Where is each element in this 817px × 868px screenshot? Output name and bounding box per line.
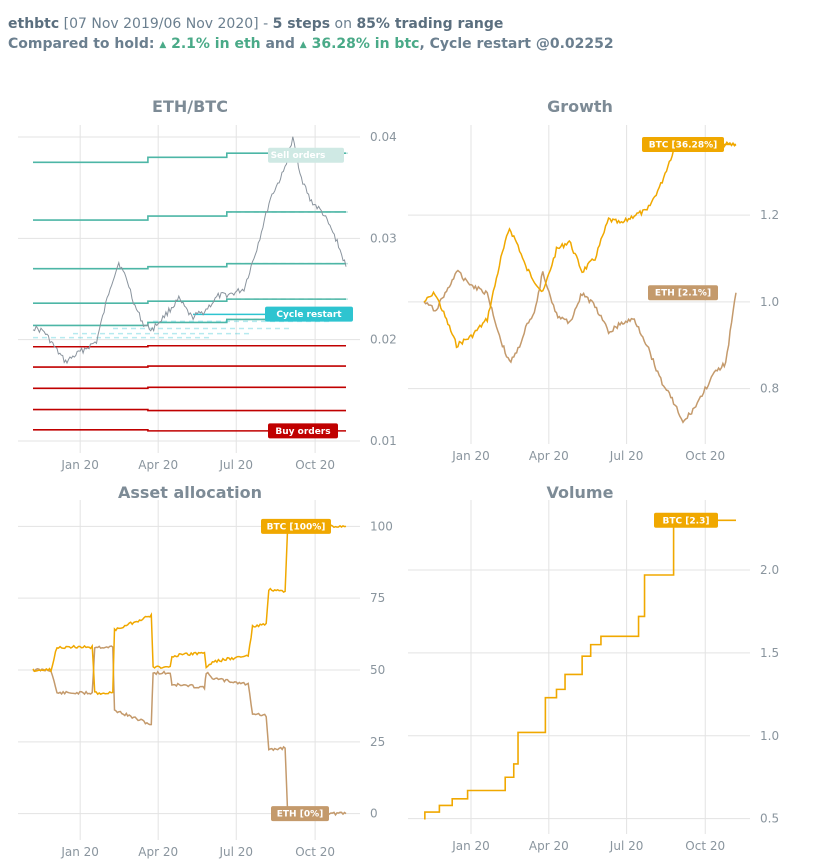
- buy-level-line: [33, 429, 346, 432]
- btc-growth-tag-bg: [642, 136, 724, 152]
- btc-gain: 36.28% in btc: [311, 36, 420, 52]
- y-tick-label: 0.01: [370, 434, 397, 448]
- up-arrow-icon: ▲: [299, 40, 307, 50]
- sell-orders-tag-bg: [268, 147, 344, 163]
- header-line-1: ethbtc [07 Nov 2019/06 Nov 2020] - 5 ste…: [8, 16, 503, 32]
- eth-allocation-tag-bg: [271, 806, 329, 822]
- y-tick-label: 1.0: [760, 729, 779, 743]
- chart-title-ethbtc: ETH/BTC: [152, 97, 228, 116]
- buy-level-line: [33, 386, 346, 390]
- chart-title-volume: Volume: [546, 483, 614, 502]
- chart-title-allocation: Asset allocation: [117, 483, 263, 502]
- cycle-restart-text: , Cycle restart @0.02252: [419, 36, 614, 52]
- y-tick-label: 0: [370, 807, 378, 821]
- y-tick-label: 0.04: [370, 130, 397, 144]
- eth-growth-tag-bg: [648, 285, 718, 301]
- compared-label: Compared to hold:: [8, 36, 155, 52]
- sell-level-line: [33, 152, 346, 164]
- btc-growth-tag: BTC [36.28%]: [649, 140, 717, 150]
- sell-level-line: [33, 262, 346, 270]
- y-tick-label: 25: [370, 735, 385, 749]
- y-tick-label: 0.02: [370, 333, 397, 347]
- y-tick-label: 75: [370, 591, 385, 605]
- x-tick-label: Jan 20: [60, 458, 99, 472]
- y-tick-label: 0.5: [760, 812, 779, 826]
- x-tick-label: Jul 20: [218, 458, 253, 472]
- buy-orders-tag: Buy orders: [275, 427, 330, 437]
- x-tick-label: Jan 20: [451, 839, 490, 853]
- up-arrow-icon: ▲: [159, 40, 167, 50]
- x-tick-label: Jan 20: [451, 449, 490, 463]
- sell-level-line: [33, 211, 346, 221]
- y-tick-label: 0.8: [760, 382, 779, 396]
- y-tick-label: 1.5: [760, 646, 779, 660]
- header-sep: -: [263, 16, 269, 32]
- x-tick-label: Apr 20: [138, 458, 178, 472]
- x-tick-label: Apr 20: [529, 839, 569, 853]
- x-tick-label: Jan 20: [60, 845, 99, 859]
- x-tick-label: Jul 20: [609, 839, 644, 853]
- x-tick-label: Oct 20: [685, 449, 725, 463]
- sell-level-line: [33, 298, 346, 304]
- y-tick-label: 0.03: [370, 231, 397, 245]
- steps-count: 5 steps: [272, 16, 331, 32]
- date-range: [07 Nov 2019/06 Nov 2020]: [63, 16, 259, 32]
- eth-gain: 2.1% in eth: [171, 36, 261, 52]
- y-tick-label: 1.0: [760, 295, 779, 309]
- eth-allocation-tag: ETH [0%]: [277, 810, 323, 820]
- x-tick-label: Oct 20: [295, 458, 335, 472]
- btc-volume-line: [424, 519, 736, 820]
- sell-orders-tag: Sell orders: [271, 151, 326, 161]
- x-tick-label: Jul 20: [609, 449, 644, 463]
- x-tick-label: Oct 20: [295, 845, 335, 859]
- y-tick-label: 100: [370, 519, 393, 533]
- y-tick-label: 50: [370, 663, 385, 677]
- price-line: [32, 136, 347, 365]
- eth-growth-line: [423, 269, 737, 424]
- buy-orders-tag-bg: [268, 423, 338, 439]
- btc-allocation-tag: BTC [100%]: [267, 522, 326, 532]
- x-tick-label: Apr 20: [529, 449, 569, 463]
- and-word: and: [265, 36, 295, 52]
- buy-level-line: [33, 408, 346, 412]
- y-tick-label: 1.2: [760, 208, 779, 222]
- x-tick-label: Oct 20: [685, 839, 725, 853]
- buy-level-line: [33, 344, 346, 348]
- x-tick-label: Apr 20: [138, 845, 178, 859]
- y-tick-label: 2.0: [760, 563, 779, 577]
- pair-name: ethbtc: [8, 16, 60, 32]
- btc-allocation-tag-bg: [261, 518, 331, 534]
- btc-volume-tag: BTC [2.3]: [663, 516, 710, 526]
- buy-level-line: [33, 365, 346, 368]
- eth-growth-tag: ETH [2.1%]: [655, 289, 711, 299]
- sell-level-line: [33, 318, 346, 327]
- btc-volume-tag-bg: [654, 512, 718, 528]
- cycle-restart-tag-bg: [265, 306, 353, 322]
- cycle-restart-tag: Cycle restart: [276, 310, 342, 320]
- x-tick-label: Jul 20: [218, 845, 253, 859]
- header-line-2: Compared to hold: ▲ 2.1% in eth and ▲ 36…: [8, 36, 614, 52]
- on-word: on: [334, 16, 352, 32]
- chart-title-growth: Growth: [547, 97, 613, 116]
- trading-range: 85% trading range: [356, 16, 504, 32]
